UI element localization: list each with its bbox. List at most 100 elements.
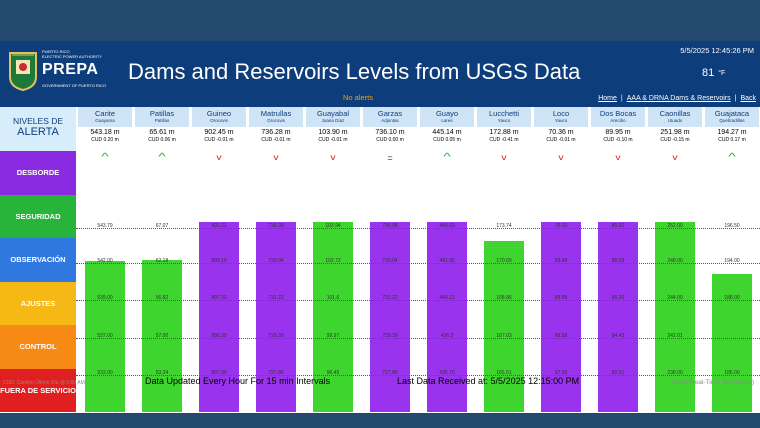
reservoir-level-bar xyxy=(199,222,239,412)
reservoir-level: 736.10 m xyxy=(375,129,405,136)
alert-band-control: CONTROL xyxy=(0,325,76,369)
threshold-label: 194.00 xyxy=(724,258,740,264)
reservoir-location: Juana Díaz xyxy=(321,118,345,123)
reservoir-header[interactable]: Carite Guayama 543.18 m CUD 0.20 m xyxy=(78,107,132,150)
threshold-label: 902.21 xyxy=(211,223,227,229)
reservoir-cud: CUD 0.17 m xyxy=(718,137,746,143)
threshold-gridline xyxy=(76,300,760,301)
aaa-drna-dams-link[interactable]: AAA & DRNA Dams & Reservoirs xyxy=(626,95,731,102)
reservoir-namebox: Dos Bocas Arecibo xyxy=(591,107,645,127)
logo-text: PREPA xyxy=(42,61,99,78)
threshold-label: 170.69 xyxy=(496,258,512,264)
reservoir-name: Garzas xyxy=(377,109,403,118)
threshold-gridline xyxy=(76,338,760,339)
threshold-label: 731.22 xyxy=(382,295,398,301)
threshold-label: 436.3 xyxy=(440,333,454,339)
threshold-label: 68.88 xyxy=(554,295,568,301)
threshold-label: 186.00 xyxy=(724,370,740,376)
reservoir-header[interactable]: Matrullas Orocovis 736.28 m CUD -0.01 m xyxy=(249,107,303,150)
threshold-label: 727.86 xyxy=(382,370,398,376)
reservoir-namebox: Loco Yauco xyxy=(534,107,588,127)
threshold-label: 736.09 xyxy=(268,223,284,229)
threshold-label: 435.79 xyxy=(439,370,455,376)
threshold-label: 96.45 xyxy=(326,370,340,376)
reservoir-cud: CUD -0.10 m xyxy=(603,137,633,143)
threshold-label: 56.82 xyxy=(155,295,169,301)
threshold-label: 82.91 xyxy=(611,370,625,376)
home-link[interactable]: Home xyxy=(598,95,617,102)
threshold-gridline xyxy=(76,375,760,376)
reservoir-header[interactable]: Lucchetti Yauco 172.88 m CUD -0.41 m xyxy=(477,107,531,150)
alert-band-seguridad: SEGURIDAD xyxy=(0,194,76,238)
reservoir-location: Patillas xyxy=(154,118,170,123)
threshold-label: 543.79 xyxy=(97,223,113,229)
reservoir-name: Guajataca xyxy=(714,109,750,118)
threshold-label: 102.72 xyxy=(325,258,341,264)
reservoir-name: Patillas xyxy=(149,109,175,118)
reservoir-name: Carite xyxy=(94,109,115,118)
reservoir-cud: CUD -0.01 m xyxy=(546,137,576,143)
threshold-label: 537.00 xyxy=(97,333,113,339)
logo-small-top: PUERTO RICO xyxy=(42,49,70,54)
alert-band-observaci-n: OBSERVACIÓN xyxy=(0,238,76,282)
reservoir-header[interactable]: Guajataca Quebradillas 194.27 m CUD 0.17 m xyxy=(705,107,759,150)
page-title: Dams and Reservoirs Levels from USGS Dat… xyxy=(128,59,581,84)
threshold-label: 445.03 xyxy=(439,223,455,229)
threshold-label: 736.08 xyxy=(382,223,398,229)
alert-band-desborde: DESBORDE xyxy=(0,151,76,195)
reservoir-namebox: Guineo Orocovis xyxy=(192,107,246,127)
header-bar: PUERTO RICO ELECTRIC POWER AUTHORITY PRE… xyxy=(0,41,760,107)
reservoir-location: Guayama xyxy=(95,118,115,123)
logo-small-bottom: GOVERNMENT OF PUERTO RICO xyxy=(42,83,107,88)
reservoir-level: 902.45 m xyxy=(204,129,234,136)
reservoir-cud: CUD 0.00 m xyxy=(376,137,404,143)
reservoir-name: Caonillas xyxy=(659,109,691,118)
threshold-label: 99.97 xyxy=(326,333,340,339)
reservoir-level: 194.27 m xyxy=(717,129,747,136)
reservoir-namebox: Guajataca Quebradillas xyxy=(705,107,759,127)
reservoir-header[interactable]: Caonillas Utuado 251.98 m CUD -0.15 m xyxy=(648,107,702,150)
logo-small-mid: ELECTRIC POWER AUTHORITY xyxy=(42,54,103,59)
threshold-gridline xyxy=(76,228,760,229)
nav-links: Home | AAA & DRNA Dams & Reservoirs | Back xyxy=(598,95,756,102)
alert-band-ajustes: AJUSTES xyxy=(0,281,76,325)
reservoir-header[interactable]: Guayo Lares 445.14 m CUD 0.05 m xyxy=(420,107,474,150)
reservoir-header[interactable]: Dos Bocas Arecibo 89.95 m CUD -0.10 m xyxy=(591,107,645,150)
reservoir-header[interactable]: Loco Yauco 70.36 m CUD -0.01 m xyxy=(534,107,588,150)
prepa-logo: PUERTO RICO ELECTRIC POWER AUTHORITY PRE… xyxy=(6,47,106,101)
threshold-label: 897.96 xyxy=(211,370,227,376)
reservoir-cud: CUD -0.41 m xyxy=(489,137,519,143)
trend-up-icon: ^ xyxy=(101,152,109,163)
reservoir-header[interactable]: Garzas Adjuntas 736.10 m CUD 0.00 m xyxy=(363,107,417,150)
dashboard-screen: PUERTO RICO ELECTRIC POWER AUTHORITY PRE… xyxy=(0,41,760,413)
reservoir-location: Adjuntas xyxy=(381,118,399,123)
threshold-label: 533.00 xyxy=(97,370,113,376)
threshold-label: 244.00 xyxy=(667,295,683,301)
reservoir-cud: CUD 0.06 m xyxy=(148,137,176,143)
threshold-label: 731.22 xyxy=(268,295,284,301)
reservoir-level-bar xyxy=(712,273,752,412)
reservoir-location: Yauco xyxy=(497,118,511,123)
cud-footnote: CUD: Cambio Último Día @ 5:00 AM xyxy=(3,380,85,386)
threshold-label: 729.39 xyxy=(382,333,398,339)
reservoir-namebox: Garzas Adjuntas xyxy=(363,107,417,127)
threshold-label: 57.00 xyxy=(155,333,169,339)
reservoir-header[interactable]: Guineo Orocovis 902.45 m CUD -0.01 m xyxy=(192,107,246,150)
reservoir-header[interactable]: Patillas Patillas 65.61 m CUD 0.06 m xyxy=(135,107,189,150)
reservoir-namebox: Carite Guayama xyxy=(78,107,132,127)
trend-up-icon: ^ xyxy=(443,152,451,163)
back-link[interactable]: Back xyxy=(740,95,756,102)
threshold-gridline xyxy=(76,263,760,264)
reservoir-location: Arecibo xyxy=(610,118,626,123)
threshold-label: 86.26 xyxy=(611,295,625,301)
alert-levels-header: NIVELES DE ALERTA xyxy=(0,107,76,151)
reservoir-level-bar xyxy=(370,222,410,412)
reservoir-location: Lares xyxy=(441,118,453,123)
reservoir-header[interactable]: Guayabal Juana Díaz 103.90 m CUD -0.01 m xyxy=(306,107,360,150)
threshold-label: 542.00 xyxy=(97,258,113,264)
threshold-label: 165.51 xyxy=(496,370,512,376)
temperature-readout: 81 °F xyxy=(702,67,725,79)
threshold-label: 53.34 xyxy=(155,370,169,376)
reservoir-level-bar xyxy=(142,259,182,412)
